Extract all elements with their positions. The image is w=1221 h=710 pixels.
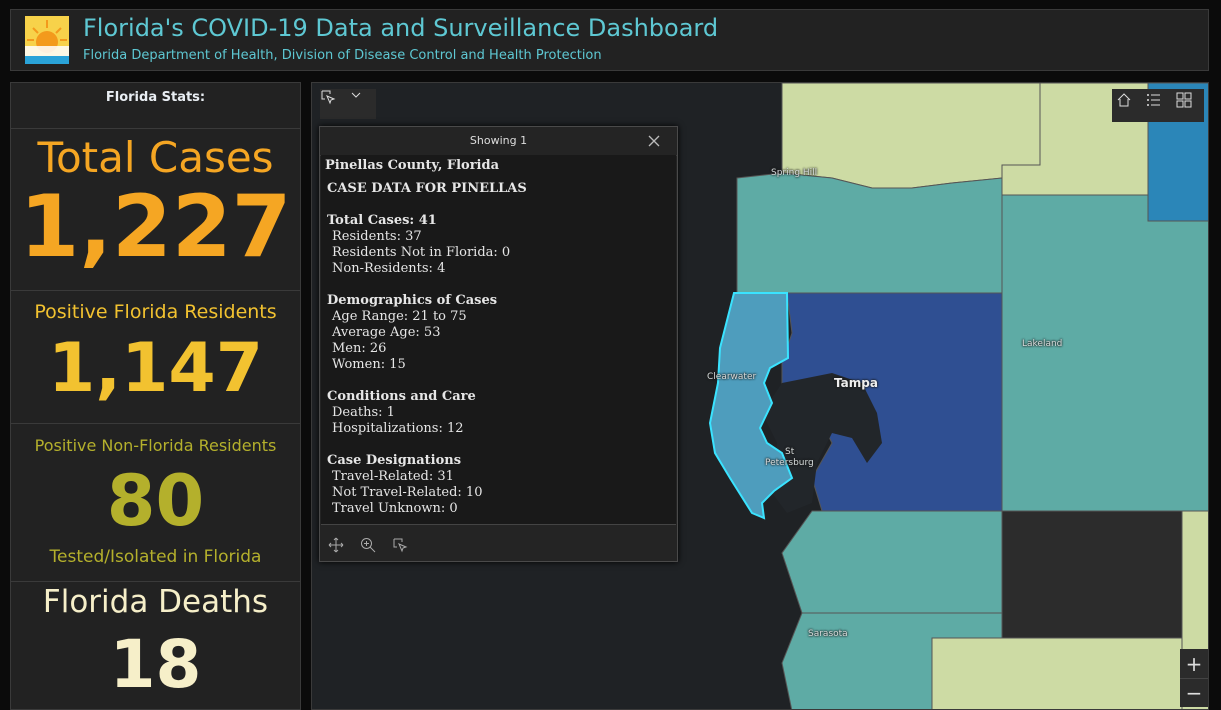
dashboard-title: Florida's COVID-19 Data and Surveillance… (83, 14, 719, 42)
label-petersburg: Petersburg (765, 458, 814, 468)
zoom-icon (361, 538, 376, 553)
popup-average-age: Average Age: 53 (332, 325, 441, 340)
stats-panel: Florida Stats: Total Cases 1,227 Positiv… (10, 82, 301, 710)
popup-travel-related: Travel-Related: 31 (332, 469, 454, 484)
positive-residents-value: 1,147 (47, 329, 264, 408)
deaths-stat: Florida Deaths 18 (11, 582, 300, 709)
pan-to-button[interactable] (328, 537, 344, 557)
non-residents-foot: Tested/Isolated in Florida (49, 547, 262, 567)
grid-icon (1176, 92, 1192, 108)
legend-button[interactable] (1146, 92, 1172, 118)
popup-non-residents: Non-Residents: 4 (332, 261, 446, 276)
popup-close-button[interactable] (647, 133, 663, 149)
county-pinellas (708, 292, 794, 520)
popup-residents: Residents: 37 (332, 229, 422, 244)
county-hernando (781, 83, 1041, 189)
total-cases-label: Total Cases (37, 133, 274, 182)
zoom-to-button[interactable] (360, 537, 376, 557)
popup-content: Pinellas County, Florida CASE DATA FOR P… (321, 155, 676, 525)
positive-residents-stat: Positive Florida Residents 1,147 (11, 291, 300, 424)
popup-demographics-title: Demographics of Cases (327, 293, 498, 308)
popup-men: Men: 26 (332, 341, 387, 356)
county-hardee (1001, 510, 1183, 639)
popup-age-range: Age Range: 21 to 75 (332, 309, 467, 324)
county-manatee (781, 510, 1003, 614)
select-icon (393, 538, 408, 553)
popup-total-cases: Total Cases: 41 (327, 213, 437, 228)
county-map[interactable]: Spring Hill Lakeland Clearwater Tampa St… (311, 82, 1209, 710)
home-icon (1117, 93, 1131, 107)
label-spring-hill: Spring Hill (771, 168, 818, 178)
list-icon (1147, 94, 1160, 106)
popup-residents-not-in-fl: Residents Not in Florida: 0 (332, 245, 511, 260)
non-residents-value: 80 (106, 460, 205, 542)
popup-header: Showing 1 (320, 127, 677, 156)
zoom-out-button[interactable]: − (1180, 678, 1208, 707)
chevron-down-icon (351, 92, 361, 98)
label-tampa: Tampa (834, 376, 878, 390)
label-st: St (785, 447, 795, 457)
county-polk (1001, 194, 1208, 512)
zoom-in-button[interactable]: + (1180, 649, 1208, 678)
basemap-button[interactable] (1176, 92, 1202, 118)
popup-designations-title: Case Designations (327, 453, 462, 468)
florida-health-logo (25, 16, 69, 64)
popup-deaths: Deaths: 1 (332, 405, 395, 420)
select-tool-button[interactable] (320, 89, 350, 119)
county-popup: Showing 1 Pinellas County, Florida CASE … (319, 126, 678, 562)
popup-not-travel-related: Not Travel-Related: 10 (332, 485, 483, 500)
total-cases-value: 1,227 (19, 177, 292, 277)
select-dropdown-button[interactable] (350, 89, 376, 119)
deaths-label: Florida Deaths (42, 584, 269, 620)
total-cases-stat: Total Cases 1,227 (11, 129, 300, 291)
county-desoto (931, 637, 1183, 709)
dashboard-subtitle: Florida Department of Health, Division o… (83, 48, 602, 63)
popup-conditions-title: Conditions and Care (327, 389, 476, 404)
popup-count: Showing 1 (469, 134, 528, 147)
popup-women: Women: 15 (332, 357, 406, 372)
positive-residents-label: Positive Florida Residents (34, 301, 277, 323)
move-icon (328, 537, 344, 553)
non-residents-label: Positive Non-Florida Residents (34, 436, 277, 455)
home-button[interactable] (1116, 92, 1142, 118)
select-feature-button[interactable] (392, 537, 408, 557)
dashboard-header: Florida's COVID-19 Data and Surveillance… (10, 9, 1209, 71)
deaths-value: 18 (109, 626, 202, 703)
stats-heading: Florida Stats: (105, 90, 206, 105)
popup-hospitalizations: Hospitalizations: 12 (332, 421, 464, 436)
stats-heading-section: Florida Stats: (11, 83, 300, 129)
select-icon (321, 90, 336, 105)
popup-case-data-title: CASE DATA FOR PINELLAS (327, 181, 527, 196)
popup-travel-unknown: Travel Unknown: 0 (332, 501, 458, 516)
label-sarasota: Sarasota (808, 629, 848, 639)
county-pasco (736, 172, 1003, 294)
non-residents-stat: Positive Non-Florida Residents 80 Tested… (11, 424, 300, 582)
label-lakeland: Lakeland (1022, 339, 1063, 349)
close-icon (648, 135, 660, 147)
popup-county-name: Pinellas County, Florida (325, 158, 500, 173)
label-clearwater: Clearwater (707, 372, 757, 382)
